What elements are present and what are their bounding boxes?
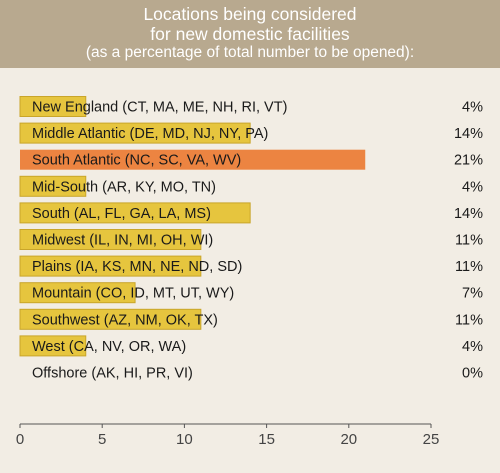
bar-5 [19, 229, 202, 250]
category-label-5: Midwest (IL, IN, MI, OH, WI) [32, 233, 213, 249]
title-line-2: for new domestic facilities [150, 24, 350, 44]
bar-3 [19, 175, 87, 197]
value-label-4: 14% [454, 206, 483, 222]
bar-4 [19, 202, 251, 224]
value-label-1: 14% [454, 126, 483, 142]
title-line-3: (as a percentage of total number to be o… [85, 44, 415, 61]
x-tick-label-2: 10 [176, 431, 193, 448]
title-line-1: Locations being considered [143, 4, 357, 24]
value-label-8: 11% [455, 312, 483, 328]
value-label-10: 0% [462, 366, 483, 382]
bar-8 [19, 308, 202, 330]
category-label-6: Plains (IA, KS, MN, NE, ND, SD) [32, 259, 242, 275]
x-tick-label-5: 25 [423, 431, 440, 448]
value-label-6: 11% [455, 259, 483, 275]
x-tick-label-1: 5 [98, 431, 106, 448]
category-label-8: Southwest (AZ, NM, OK, TX) [32, 312, 218, 328]
category-label-7: Mountain (CO, ID, MT, UT, WY) [32, 286, 234, 302]
category-label-1: Middle Atlantic (DE, MD, NJ, NY, PA) [32, 126, 268, 142]
bar-2 [20, 149, 366, 170]
category-label-0: New England (CT, MA, ME, NH, RI, VT) [32, 100, 287, 116]
bar-6 [19, 255, 202, 277]
x-tick-label-4: 20 [340, 431, 357, 448]
value-label-2: 21% [454, 153, 483, 169]
bar-1 [19, 122, 251, 144]
bar-0 [19, 96, 87, 117]
category-label-2: South Atlantic (NC, SC, VA, WV) [32, 153, 241, 169]
x-tick-label-0: 0 [16, 431, 24, 448]
value-label-5: 11% [455, 233, 483, 249]
bar-7 [19, 282, 136, 304]
chart-title: Locations being considered for new domes… [0, 0, 500, 68]
value-label-9: 4% [462, 339, 483, 355]
value-label-3: 4% [462, 179, 483, 195]
value-label-7: 7% [462, 286, 483, 302]
category-label-3: Mid-South (AR, KY, MO, TN) [32, 179, 216, 195]
value-label-0: 4% [462, 100, 483, 116]
category-label-9: West (CA, NV, OR, WA) [32, 339, 186, 355]
bar-9 [19, 335, 87, 357]
category-label-4: South (AL, FL, GA, LA, MS) [32, 206, 211, 222]
x-tick-label-3: 15 [258, 431, 275, 448]
category-label-10: Offshore (AK, HI, PR, VI) [32, 366, 193, 382]
